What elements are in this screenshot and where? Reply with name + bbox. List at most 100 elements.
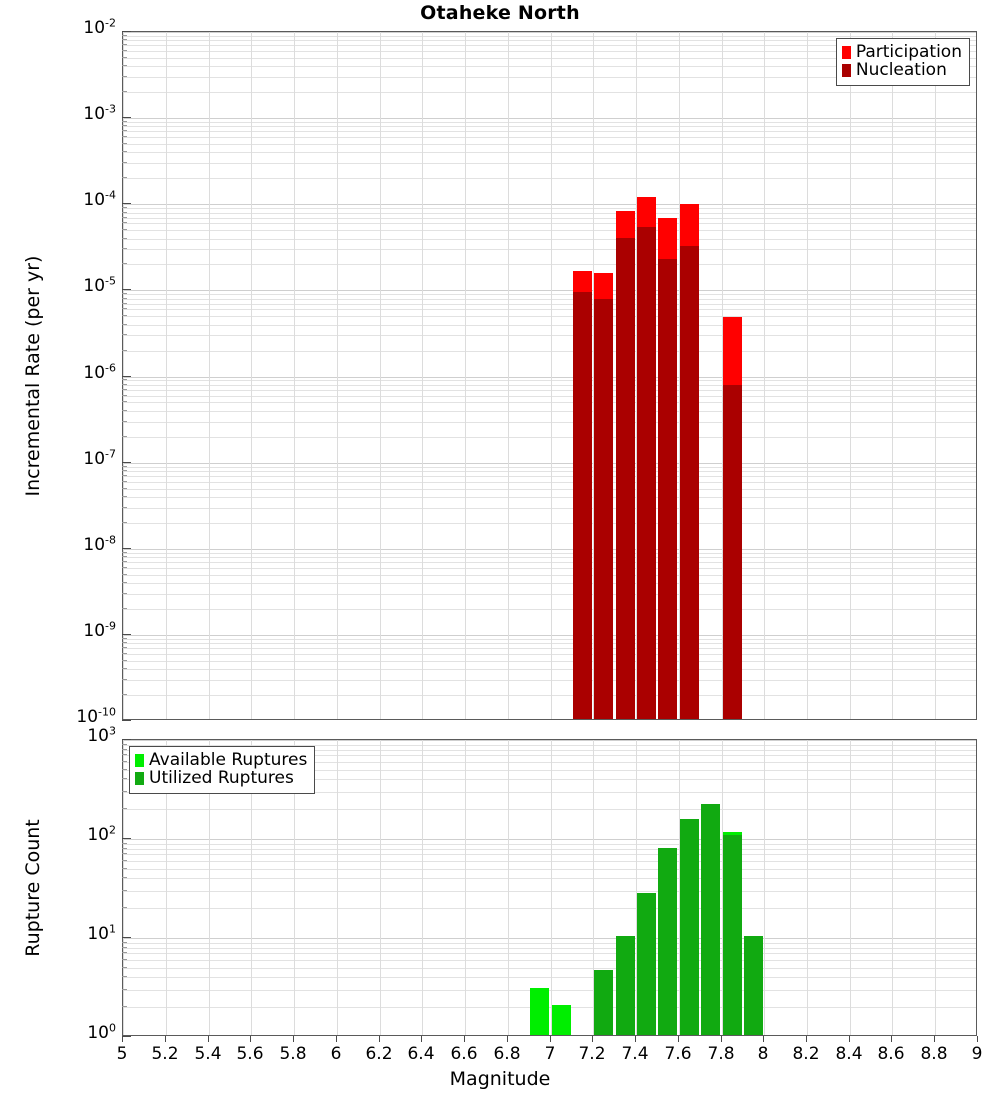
gridline-horizontal (123, 377, 976, 378)
x-tick (891, 1036, 892, 1042)
y-tick-minor (122, 907, 127, 908)
x-tick-label: 8 (757, 1044, 769, 1064)
gridline-horizontal (123, 208, 976, 209)
y-tick-minor (122, 860, 127, 861)
bar-nucleation (680, 246, 699, 719)
available-ruptures-swatch-icon (135, 753, 144, 767)
y-tick-minor (122, 608, 127, 609)
y-tick-minor (122, 744, 127, 745)
gridline-horizontal (123, 351, 976, 352)
y-tick-minor (122, 567, 127, 568)
bar-available-ruptures (530, 988, 549, 1035)
x-tick (550, 1036, 551, 1042)
gridline-horizontal (123, 740, 976, 741)
x-tick (849, 1036, 850, 1042)
y-tick-minor (122, 942, 127, 943)
y-tick-minor (122, 436, 127, 437)
x-tick (678, 1036, 679, 1042)
gridline-horizontal (123, 463, 976, 464)
y-tick-minor (122, 177, 127, 178)
gridline-horizontal (123, 549, 976, 550)
gridline-vertical (850, 32, 851, 719)
gridline-horizontal (123, 390, 976, 391)
gridline-vertical (380, 740, 381, 1035)
y-tick-label: 10-6 (83, 360, 116, 383)
y-tick-minor (122, 65, 127, 66)
gridline-horizontal (123, 792, 976, 793)
x-tick (208, 1036, 209, 1042)
x-tick-label: 7.4 (621, 1044, 649, 1064)
x-tick-label: 6 (330, 1044, 342, 1064)
gridline-vertical (508, 740, 509, 1035)
gridline-vertical (465, 740, 466, 1035)
x-tick-label: 6.4 (407, 1044, 435, 1064)
bar-utilized-ruptures (594, 970, 613, 1035)
gridline-vertical (209, 740, 210, 1035)
y-tick-major (122, 937, 131, 938)
x-tick (806, 1036, 807, 1042)
y-tick-minor (122, 91, 127, 92)
y-tick-minor (122, 848, 127, 849)
gridline-horizontal (123, 839, 976, 840)
y-tick-minor (122, 952, 127, 953)
gridline-vertical (380, 32, 381, 719)
gridline-horizontal (123, 51, 976, 52)
gridline-horizontal (123, 45, 976, 46)
y-tick-minor (122, 582, 127, 583)
x-axis-title: Magnitude (449, 1068, 551, 1090)
y-tick-minor (122, 488, 127, 489)
y-tick-minor (122, 263, 127, 264)
gridline-horizontal (123, 609, 976, 610)
gridline-horizontal (123, 152, 976, 153)
x-tick (122, 1036, 123, 1042)
gridline-horizontal (123, 960, 976, 961)
gridline-horizontal (123, 854, 976, 855)
y-tick-minor (122, 522, 127, 523)
gridline-horizontal (123, 680, 976, 681)
y-tick-major (122, 289, 131, 290)
bar-nucleation (658, 259, 677, 719)
gridline-horizontal (123, 411, 976, 412)
gridline-horizontal (123, 437, 976, 438)
y-tick-minor (122, 868, 127, 869)
bottom-legend: Available Ruptures Utilized Ruptures (129, 746, 316, 794)
y-tick-minor (122, 248, 127, 249)
gridline-horizontal (123, 669, 976, 670)
gridline-vertical (209, 32, 210, 719)
x-tick (592, 1036, 593, 1042)
gridline-horizontal (123, 648, 976, 649)
x-tick-label: 5.2 (151, 1044, 179, 1064)
y-tick-minor (122, 638, 127, 639)
gridline-horizontal (123, 249, 976, 250)
gridline-horizontal (123, 695, 976, 696)
gridline-horizontal (123, 523, 976, 524)
gridline-horizontal (123, 568, 976, 569)
x-tick (293, 1036, 294, 1042)
y-tick-label: 101 (87, 922, 116, 944)
y-tick-minor (122, 593, 127, 594)
y-tick-major (122, 548, 131, 549)
gridline-horizontal (123, 661, 976, 662)
y-tick-label: 10-3 (83, 102, 116, 125)
gridline-horizontal (123, 77, 976, 78)
y-tick-minor (122, 660, 127, 661)
gridline-horizontal (123, 968, 976, 969)
gridline-horizontal (123, 299, 976, 300)
gridline-horizontal (123, 562, 976, 563)
bar-nucleation (637, 227, 656, 719)
x-tick-label: 7.6 (664, 1044, 692, 1064)
bottom-gridlines (123, 740, 976, 1035)
x-tick-label: 8.8 (920, 1044, 948, 1064)
gridline-vertical (251, 32, 252, 719)
gridline-horizontal (123, 489, 976, 490)
gridline-horizontal (123, 869, 976, 870)
y-tick-minor (122, 653, 127, 654)
gridline-horizontal (123, 849, 976, 850)
y-tick-minor (122, 222, 127, 223)
y-tick-minor (122, 1006, 127, 1007)
gridline-vertical (508, 32, 509, 719)
y-tick-minor (122, 130, 127, 131)
y-tick-label: 100 (87, 1021, 116, 1043)
y-tick-major (122, 634, 131, 635)
gridline-horizontal (123, 943, 976, 944)
